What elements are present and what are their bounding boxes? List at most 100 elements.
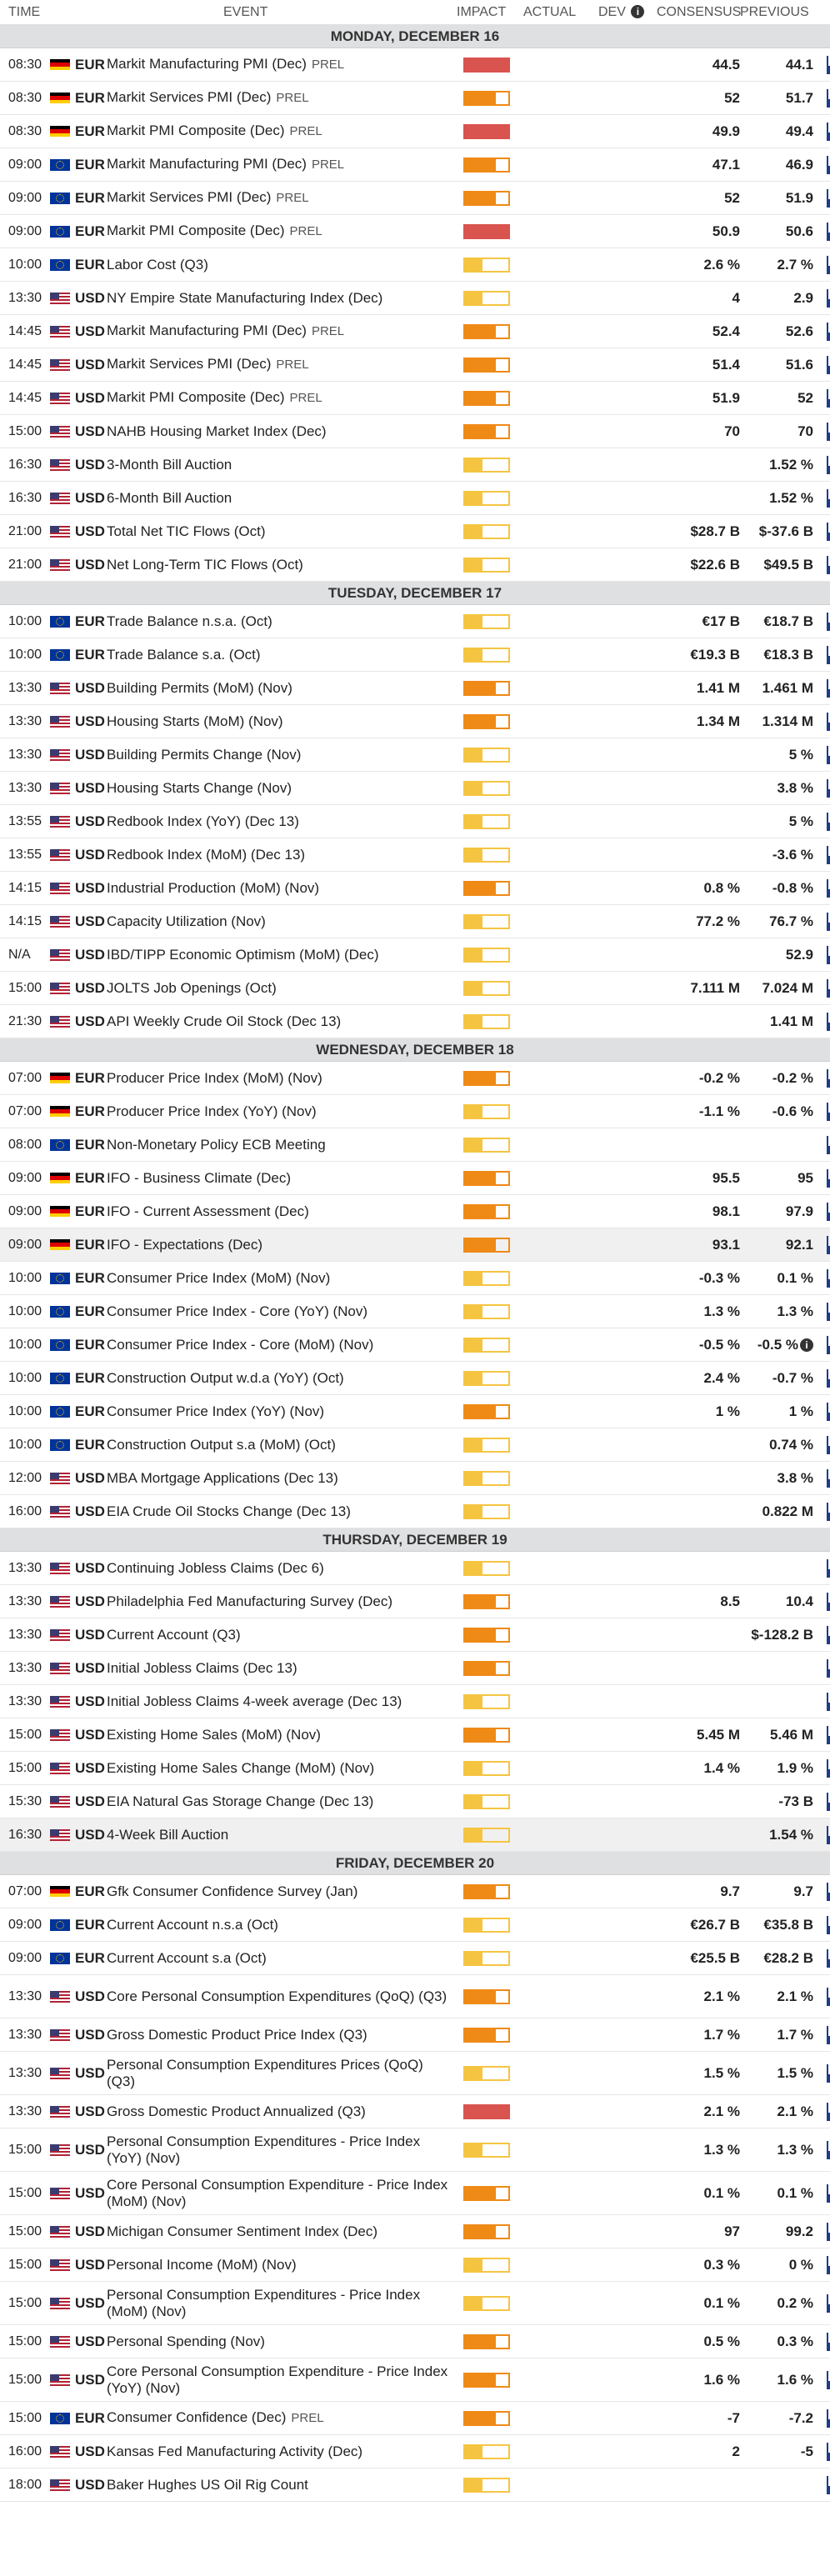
table-row[interactable]: 09:00 EUR Current Account s.a (Oct) €25.5 B… <box>0 1942 830 1975</box>
event-name[interactable]: Gfk Consumer Confidence Survey (Jan) <box>107 1883 457 1900</box>
event-name[interactable]: API Weekly Crude Oil Stock (Dec 13) <box>107 1013 457 1030</box>
chart-icon[interactable] <box>813 2332 830 2351</box>
event-name[interactable]: Consumer Price Index (MoM) (Nov) <box>107 1270 457 1287</box>
event-name[interactable]: Redbook Index (MoM) (Dec 13) <box>107 847 457 863</box>
table-row[interactable]: 07:00 EUR Producer Price Index (MoM) (Nov)… <box>0 1062 830 1095</box>
event-name[interactable]: Producer Price Index (MoM) (Nov) <box>107 1070 457 1087</box>
table-row[interactable]: 15:00 USD Existing Home Sales (MoM) (Nov) 5… <box>0 1718 830 1752</box>
chart-icon[interactable] <box>813 55 830 74</box>
table-row[interactable]: 16:00 USD EIA Crude Oil Stocks Change (Dec… <box>0 1495 830 1528</box>
chart-icon[interactable] <box>813 1468 830 1488</box>
event-name[interactable]: Markit Manufacturing PMI (Dec) PREL <box>107 156 457 173</box>
info-icon[interactable]: i <box>800 1338 813 1353</box>
table-row[interactable]: N/A USD IBD/TIPP Economic Optimism (MoM) (… <box>0 938 830 972</box>
event-name[interactable]: Building Permits Change (Nov) <box>107 747 457 763</box>
chart-icon[interactable] <box>813 1625 830 1644</box>
table-row[interactable]: 16:30 USD 6-Month Bill Auction 1.52 % <box>0 482 830 515</box>
chart-icon[interactable] <box>813 355 830 374</box>
table-row[interactable]: 09:00 EUR Markit PMI Composite (Dec) PREL 50… <box>0 215 830 248</box>
event-name[interactable]: 6-Month Bill Auction <box>107 490 457 507</box>
table-row[interactable]: 10:00 EUR Consumer Price Index - Core (YoY… <box>0 1295 830 1328</box>
table-row[interactable]: 15:00 USD Core Personal Consumption Expend… <box>0 2172 830 2215</box>
event-name[interactable]: Consumer Price Index (YoY) (Nov) <box>107 1403 457 1420</box>
table-row[interactable]: 16:00 USD Kansas Fed Manufacturing Activit… <box>0 2435 830 2468</box>
chart-icon[interactable] <box>813 255 830 274</box>
table-row[interactable]: 08:30 EUR Markit PMI Composite (Dec) PREL 49… <box>0 115 830 148</box>
table-row[interactable]: 08:30 EUR Markit Services PMI (Dec) PREL 52 5… <box>0 82 830 115</box>
table-row[interactable]: 07:00 EUR Gfk Consumer Confidence Survey (… <box>0 1875 830 1908</box>
table-row[interactable]: 09:00 EUR Current Account n.s.a (Oct) €26.7… <box>0 1908 830 1942</box>
table-row[interactable]: 18:00 USD Baker Hughes US Oil Rig Count <box>0 2468 830 2502</box>
chart-icon[interactable] <box>813 1592 830 1611</box>
chart-icon[interactable] <box>813 122 830 141</box>
table-row[interactable]: 13:30 USD Building Permits (MoM) (Nov) 1.41… <box>0 672 830 705</box>
table-row[interactable]: 15:00 USD Michigan Consumer Sentiment Inde… <box>0 2215 830 2248</box>
chart-icon[interactable] <box>813 1987 830 2006</box>
event-name[interactable]: Current Account s.a (Oct) <box>107 1950 457 1967</box>
chart-icon[interactable] <box>813 645 830 664</box>
chart-icon[interactable] <box>813 945 830 964</box>
table-row[interactable]: 10:00 EUR Trade Balance s.a. (Oct) €19.3 B €… <box>0 638 830 672</box>
table-row[interactable]: 16:30 USD 4-Week Bill Auction 1.54 % <box>0 1818 830 1852</box>
chart-icon[interactable] <box>813 1825 830 1844</box>
event-name[interactable]: Philadelphia Fed Manufacturing Survey (D… <box>107 1593 457 1610</box>
chart-icon[interactable] <box>813 388 830 408</box>
event-name[interactable]: Michigan Consumer Sentiment Index (Dec) <box>107 2223 457 2240</box>
table-row[interactable]: 14:45 USD Markit Services PMI (Dec) PREL 51.… <box>0 348 830 382</box>
table-row[interactable]: 15:30 USD EIA Natural Gas Storage Change (… <box>0 1785 830 1818</box>
event-name[interactable]: Housing Starts (MoM) (Nov) <box>107 713 457 730</box>
event-name[interactable]: Markit Services PMI (Dec) PREL <box>107 356 457 373</box>
chart-icon[interactable] <box>813 422 830 441</box>
chart-icon[interactable] <box>813 845 830 864</box>
chart-icon[interactable] <box>813 1368 830 1388</box>
chart-icon[interactable] <box>813 1758 830 1778</box>
event-name[interactable]: Consumer Price Index - Core (YoY) (Nov) <box>107 1303 457 1320</box>
chart-icon[interactable] <box>813 1948 830 1968</box>
chart-icon[interactable] <box>813 978 830 998</box>
table-row[interactable]: 13:30 USD Initial Jobless Claims 4-week av… <box>0 1685 830 1718</box>
event-name[interactable]: Core Personal Consumption Expenditure - … <box>107 2363 457 2397</box>
table-row[interactable]: 15:00 USD JOLTS Job Openings (Oct) 7.111 M 7… <box>0 972 830 1005</box>
event-name[interactable]: NAHB Housing Market Index (Dec) <box>107 423 457 440</box>
chart-icon[interactable] <box>813 2183 830 2203</box>
chart-icon[interactable] <box>813 1915 830 1934</box>
chart-icon[interactable] <box>813 155 830 174</box>
event-name[interactable]: Initial Jobless Claims 4-week average (D… <box>107 1693 457 1710</box>
table-row[interactable]: 14:45 USD Markit PMI Composite (Dec) PREL 51… <box>0 382 830 415</box>
event-name[interactable]: Trade Balance s.a. (Oct) <box>107 647 457 663</box>
chart-icon[interactable] <box>813 488 830 508</box>
table-row[interactable]: 09:00 EUR Markit Services PMI (Dec) PREL 52 5… <box>0 182 830 215</box>
event-name[interactable]: Building Permits (MoM) (Nov) <box>107 680 457 697</box>
chart-icon[interactable] <box>813 1658 830 1678</box>
table-row[interactable]: 13:30 USD Initial Jobless Claims (Dec 13) <box>0 1652 830 1685</box>
event-name[interactable]: Consumer Price Index - Core (MoM) (Nov) <box>107 1337 457 1353</box>
table-row[interactable]: 13:55 USD Redbook Index (MoM) (Dec 13) -3.6… <box>0 838 830 872</box>
event-name[interactable]: Initial Jobless Claims (Dec 13) <box>107 1660 457 1677</box>
chart-icon[interactable] <box>813 1302 830 1321</box>
chart-icon[interactable] <box>813 778 830 798</box>
chart-icon[interactable] <box>813 222 830 241</box>
table-row[interactable]: 15:00 USD Personal Consumption Expenditure… <box>0 2282 830 2325</box>
table-row[interactable]: 09:00 EUR IFO - Business Climate (Dec) 95.5… <box>0 1162 830 1195</box>
event-name[interactable]: Personal Spending (Nov) <box>107 2333 457 2350</box>
event-name[interactable]: Core Personal Consumption Expenditure - … <box>107 2177 457 2210</box>
table-row[interactable]: 10:00 EUR Consumer Price Index - Core (MoM… <box>0 1328 830 1362</box>
chart-icon[interactable] <box>813 1202 830 1221</box>
table-row[interactable]: 13:30 USD Building Permits Change (Nov) 5 % <box>0 738 830 772</box>
chart-icon[interactable] <box>813 878 830 898</box>
event-name[interactable]: Markit PMI Composite (Dec) PREL <box>107 223 457 240</box>
chart-icon[interactable] <box>813 1558 830 1578</box>
event-name[interactable]: Personal Consumption Expenditures - Pric… <box>107 2287 457 2320</box>
event-name[interactable]: Personal Consumption Expenditures - Pric… <box>107 2133 457 2167</box>
table-row[interactable]: 10:00 EUR Consumer Price Index (YoY) (Nov)… <box>0 1395 830 1428</box>
event-name[interactable]: Redbook Index (YoY) (Dec 13) <box>107 813 457 830</box>
event-name[interactable]: Continuing Jobless Claims (Dec 6) <box>107 1560 457 1577</box>
event-name[interactable]: Total Net TIC Flows (Oct) <box>107 523 457 540</box>
event-name[interactable]: Labor Cost (Q3) <box>107 257 457 273</box>
event-name[interactable]: Markit PMI Composite (Dec) PREL <box>107 123 457 140</box>
event-name[interactable]: EIA Natural Gas Storage Change (Dec 13) <box>107 1793 457 1810</box>
event-name[interactable]: Markit Services PMI (Dec) PREL <box>107 89 457 107</box>
chart-icon[interactable] <box>813 1882 830 1901</box>
table-row[interactable]: 15:00 USD NAHB Housing Market Index (Dec) 7… <box>0 415 830 448</box>
chart-icon[interactable] <box>813 1235 830 1254</box>
